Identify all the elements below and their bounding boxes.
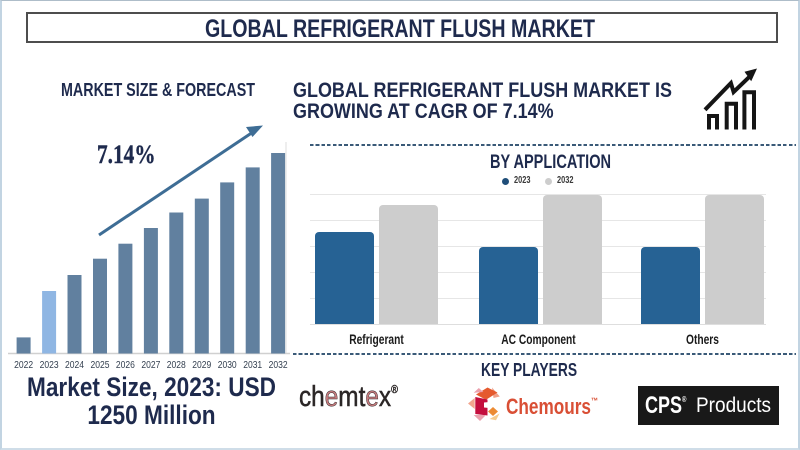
svg-text:2022: 2022 <box>14 360 33 371</box>
svg-text:2023: 2023 <box>40 360 59 371</box>
svg-text:2030: 2030 <box>218 360 237 371</box>
svg-text:2025: 2025 <box>91 360 110 371</box>
svg-text:2026: 2026 <box>116 360 135 371</box>
svg-text:2028: 2028 <box>167 360 186 371</box>
svg-text:2024: 2024 <box>65 360 84 371</box>
svg-text:2027: 2027 <box>141 360 160 371</box>
svg-text:2032: 2032 <box>269 360 288 371</box>
svg-text:2031: 2031 <box>243 360 262 371</box>
svg-text:2029: 2029 <box>192 360 211 371</box>
